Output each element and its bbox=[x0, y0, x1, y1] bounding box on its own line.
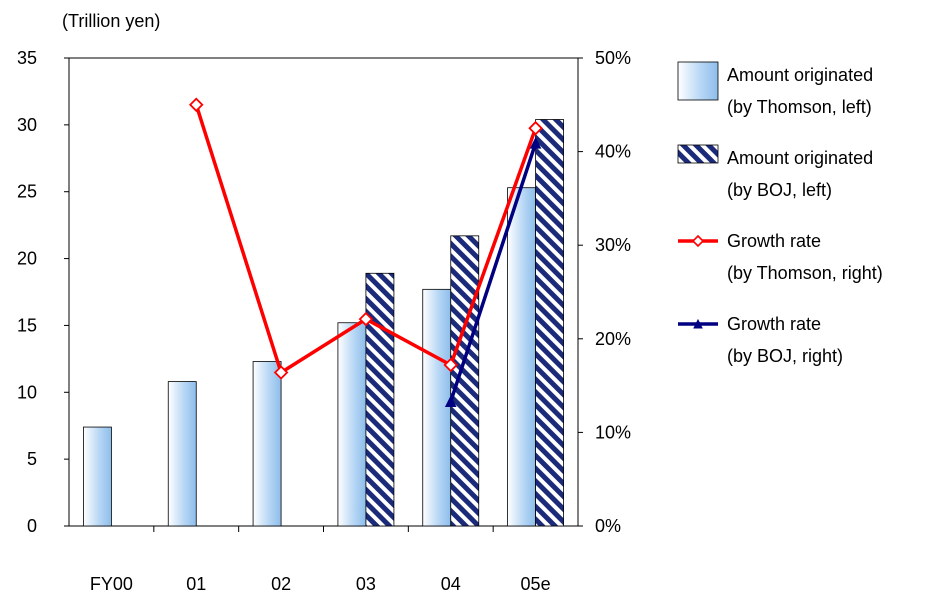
x-tick-label: 04 bbox=[441, 574, 461, 594]
left-tick-label: 20 bbox=[17, 249, 37, 269]
x-tick-label: 05e bbox=[521, 574, 551, 594]
bar-thomson bbox=[507, 187, 536, 527]
right-tick-label: 50% bbox=[595, 48, 631, 68]
line-thomson-marker bbox=[273, 365, 289, 380]
legend-label-sub: (by Thomson, left) bbox=[727, 97, 872, 117]
bar-boj bbox=[535, 119, 564, 527]
line-thomson-marker bbox=[358, 311, 374, 327]
line-boj-marker bbox=[529, 137, 542, 149]
line-boj-marker bbox=[444, 395, 457, 408]
bar-thomson bbox=[337, 322, 367, 527]
left-tick-label: 0 bbox=[27, 516, 37, 536]
line-boj-path bbox=[449, 142, 538, 403]
left-tick-label: 25 bbox=[17, 182, 37, 202]
right-tick-label: 40% bbox=[595, 142, 631, 162]
x-tick-label: 01 bbox=[186, 574, 206, 594]
right-tick-label: 10% bbox=[595, 422, 631, 442]
x-tick-label: 02 bbox=[271, 574, 291, 594]
legend-label: Amount originated bbox=[727, 65, 873, 85]
legend-swatch-boj bbox=[677, 144, 719, 164]
left-tick-label: 15 bbox=[17, 315, 37, 335]
right-tick-label: 0% bbox=[595, 516, 621, 536]
left-tick-label: 10 bbox=[17, 382, 37, 402]
legend-label-sub: (by BOJ, right) bbox=[727, 346, 843, 366]
legend-label: Growth rate bbox=[727, 231, 821, 251]
legend-marker-thomson bbox=[691, 234, 705, 248]
left-tick-label: 30 bbox=[17, 115, 37, 135]
bar-boj bbox=[450, 235, 480, 527]
bar-thomson bbox=[252, 361, 282, 527]
legend-label-sub: (by Thomson, right) bbox=[727, 263, 883, 283]
legend-swatch-thomson bbox=[677, 61, 719, 101]
line-thomson-marker bbox=[188, 97, 204, 113]
right-tick-label: 30% bbox=[595, 235, 631, 255]
left-tick-label: 5 bbox=[27, 449, 37, 469]
legend-label-sub: (by BOJ, left) bbox=[727, 180, 832, 200]
legend-label: Amount originated bbox=[727, 148, 873, 168]
x-tick-label: FY00 bbox=[90, 574, 133, 594]
right-tick-label: 20% bbox=[595, 329, 631, 349]
left-tick-label: 35 bbox=[17, 48, 37, 68]
bar-thomson bbox=[83, 426, 112, 527]
y-unit-label: (Trillion yen) bbox=[62, 11, 160, 31]
bar-boj bbox=[365, 272, 395, 527]
bar-thomson bbox=[422, 288, 452, 527]
line-thomson-marker bbox=[443, 357, 459, 373]
legend: Amount originated (by Thomson, left) Amoun… bbox=[677, 61, 883, 366]
legend-marker-boj bbox=[693, 318, 703, 329]
x-tick-label: 03 bbox=[356, 574, 376, 594]
bar-thomson bbox=[167, 381, 197, 527]
line-thomson-marker bbox=[528, 120, 543, 136]
legend-label: Growth rate bbox=[727, 314, 821, 334]
